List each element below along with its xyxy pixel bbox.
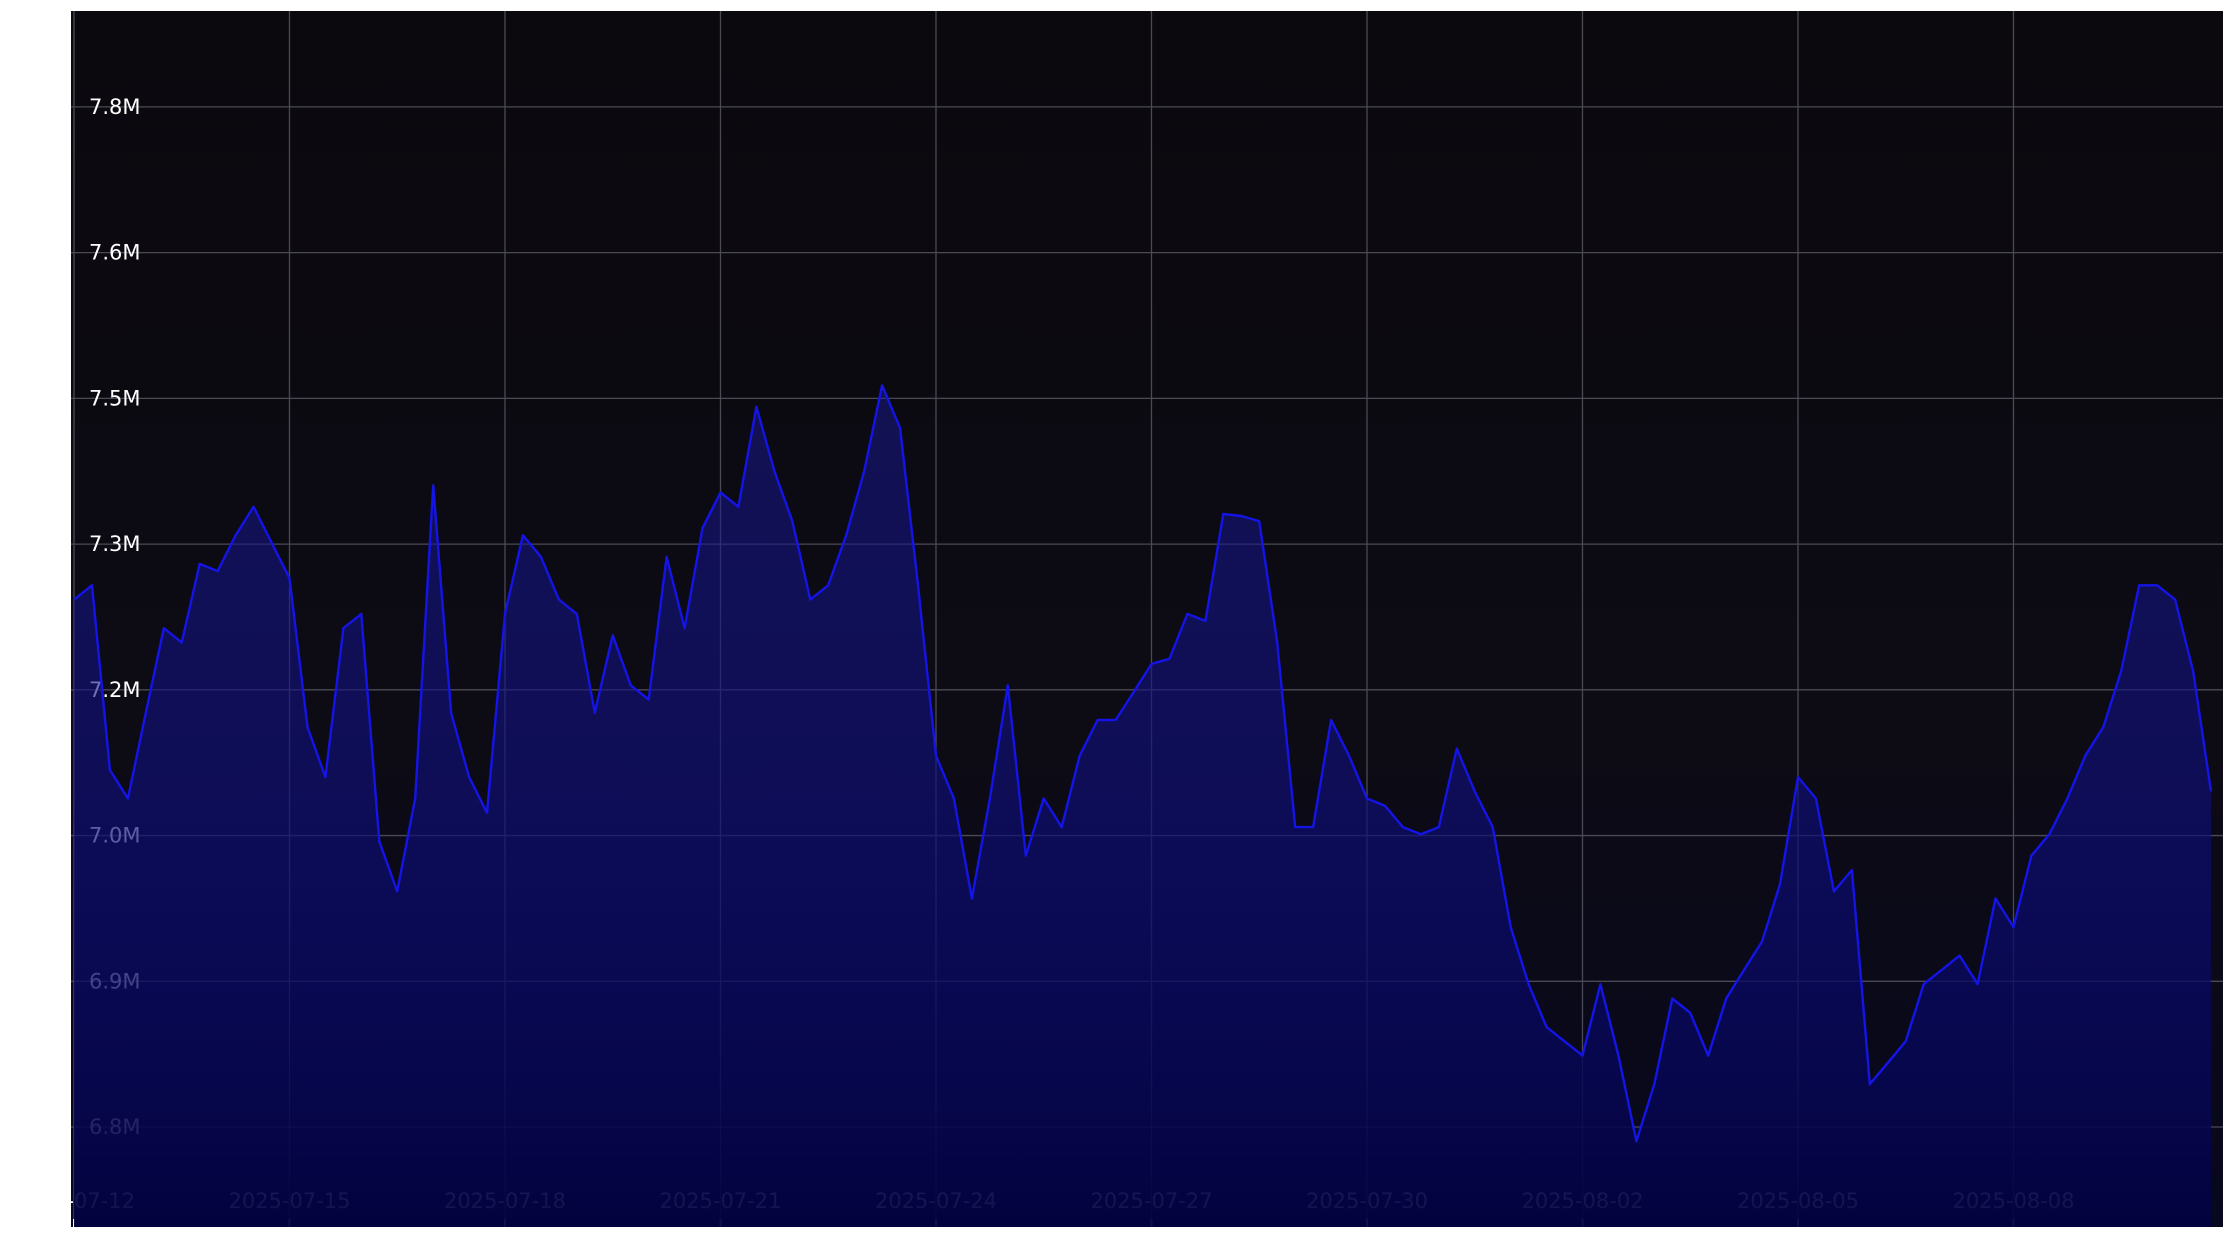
y-tick-label: 7.5M [89,386,141,410]
plot: 6.8M6.9M7.0M7.2M7.3M7.5M7.6M7.8M2025-07-… [71,11,2223,1227]
y-tick-label: 7.6M [89,241,141,265]
y-tick-label: 7.8M [89,95,141,119]
area [74,385,2211,1227]
y-tick-label: 7.3M [89,532,141,556]
line [73,384,2213,1143]
